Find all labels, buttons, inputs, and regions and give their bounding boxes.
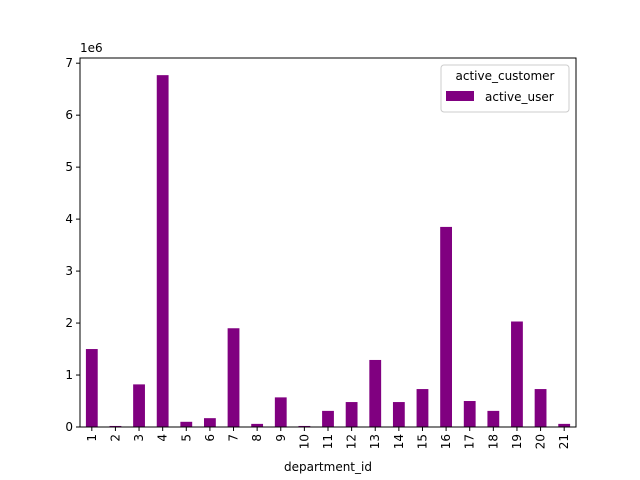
x-tick-label: 18 (486, 434, 500, 449)
x-tick-label: 4 (156, 434, 170, 442)
bar-dept-1 (85, 349, 98, 427)
y-tick-label: 1 (65, 368, 73, 382)
bars-group (85, 75, 571, 428)
y-ticks-group: 0 1 2 3 4 5 6 7 (65, 56, 80, 434)
bar-dept-19 (511, 321, 523, 427)
bar-dept-15 (416, 389, 429, 427)
bar-dept-4 (156, 75, 169, 428)
bar-dept-7 (227, 328, 240, 427)
bar-dept-9 (274, 397, 287, 427)
x-tick-label: 17 (463, 434, 477, 449)
x-ticks-group: 1 2 3 4 5 6 7 8 9 10 11 12 13 14 15 16 17 18 19 20 21 (85, 427, 571, 449)
bar-dept-2 (109, 425, 122, 427)
x-tick-label: 10 (297, 434, 311, 449)
x-tick-label: 6 (203, 434, 217, 442)
x-tick-label: 8 (250, 434, 264, 442)
x-tick-label: 14 (392, 434, 406, 449)
y-tick-label: 4 (65, 212, 73, 226)
x-tick-label: 7 (227, 434, 241, 442)
y-tick-label: 7 (65, 56, 73, 70)
x-tick-label: 1 (85, 434, 99, 442)
x-tick-label: 11 (321, 434, 335, 449)
y-offset-label: 1e6 (80, 41, 103, 55)
y-tick-label: 3 (65, 264, 73, 278)
x-tick-label: 3 (132, 434, 146, 442)
x-tick-label: 2 (108, 434, 122, 442)
bar-dept-13 (369, 359, 382, 427)
bar-dept-5 (180, 421, 193, 427)
legend-title: active_customer (456, 69, 555, 83)
bar-dept-14 (392, 402, 405, 427)
bar-dept-18 (487, 410, 500, 427)
bar-dept-6 (204, 418, 216, 427)
x-tick-label: 16 (439, 434, 453, 449)
y-tick-label: 5 (65, 160, 73, 174)
y-tick-label: 0 (65, 420, 73, 434)
bar-dept-10 (298, 425, 311, 427)
bar-dept-16 (440, 226, 452, 427)
bar-dept-20 (534, 389, 547, 427)
x-tick-label: 20 (534, 434, 548, 449)
legend: active_customer active_user (440, 64, 570, 113)
x-tick-label: 13 (368, 434, 382, 449)
y-tick-label: 2 (65, 316, 73, 330)
axes-frame (79, 57, 577, 428)
x-tick-label: 21 (557, 434, 571, 449)
x-tick-label: 15 (415, 434, 429, 449)
legend-entry-active-user: active_user (485, 90, 554, 104)
bar-dept-11 (322, 410, 334, 427)
y-tick-label: 6 (65, 108, 73, 122)
bar-dept-8 (251, 423, 264, 427)
legend-swatch (446, 91, 474, 101)
bar-dept-12 (345, 402, 358, 427)
x-tick-label: 12 (345, 434, 359, 449)
x-tick-label: 19 (510, 434, 524, 449)
x-tick-label: 5 (179, 434, 193, 442)
x-tick-label: 9 (274, 434, 288, 442)
bar-dept-21 (558, 423, 571, 427)
x-axis-label: department_id (284, 460, 372, 474)
bar-dept-17 (463, 401, 476, 427)
bar-dept-3 (133, 384, 145, 427)
